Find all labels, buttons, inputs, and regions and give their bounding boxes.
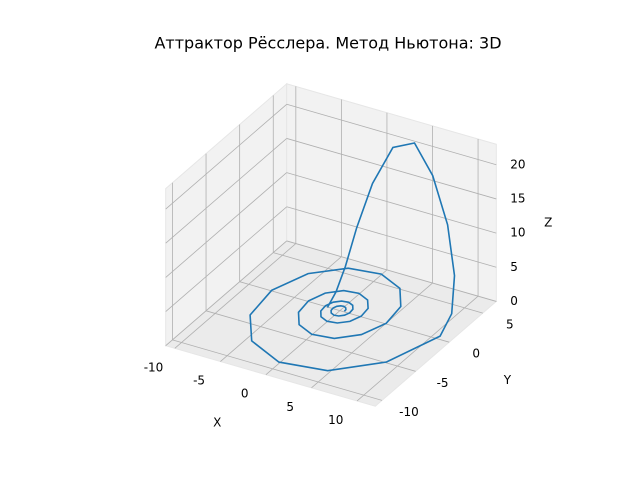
grid-line	[165, 240, 287, 347]
grid-line	[220, 256, 342, 362]
grid-line	[165, 138, 287, 244]
grid-line	[265, 269, 388, 375]
x-tick-label: -5	[193, 374, 205, 388]
x-tick-label: -10	[144, 360, 164, 374]
y-tick-label: 5	[506, 318, 514, 332]
z-tick-label: 15	[510, 191, 525, 205]
trajectory-line	[249, 142, 456, 372]
grid-line	[172, 339, 383, 401]
y-tick-label: -5	[437, 376, 449, 390]
x-tick-label: 10	[328, 413, 343, 427]
z-tick-label: 20	[510, 157, 525, 171]
grid-line	[273, 252, 483, 314]
z-tick-label: 0	[510, 294, 518, 308]
z-tick-label: 5	[510, 260, 518, 274]
x-axis-label: X	[213, 415, 221, 429]
y-axis-label: Y	[503, 373, 512, 387]
grid-line	[286, 103, 497, 166]
y-tick-label: -10	[399, 405, 419, 419]
grid-line	[356, 295, 479, 402]
y-tick-label: 0	[472, 347, 480, 361]
grid-line	[286, 240, 497, 302]
grid-line	[165, 206, 287, 312]
chart-title: Аттрактор Рёсслера. Метод Ньютона: 3D	[154, 34, 501, 53]
grid-line	[286, 172, 497, 234]
grid-line	[239, 281, 450, 343]
z-axis-label: Z	[544, 215, 552, 229]
grid-line	[165, 172, 287, 278]
grid-line	[174, 243, 297, 349]
grid-line	[205, 310, 416, 372]
z-tick-label: 10	[510, 226, 525, 240]
grid-line	[165, 103, 287, 210]
grid-line	[286, 206, 497, 268]
x-tick-label: 5	[286, 400, 294, 414]
grid-line	[286, 138, 497, 200]
x-tick-label: 0	[241, 387, 249, 401]
